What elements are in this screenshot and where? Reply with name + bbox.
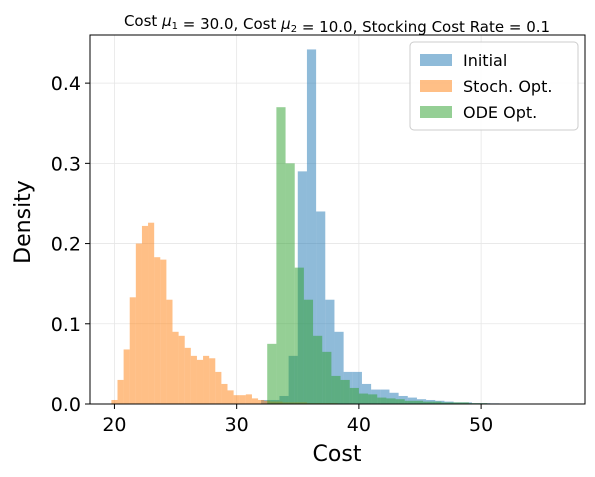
histogram-bar (203, 355, 210, 404)
histogram-bar (245, 394, 252, 404)
y-tick-label: 0.4 (51, 73, 81, 95)
histogram-bar (432, 401, 442, 404)
axes-frame (89, 34, 586, 405)
histogram-bar (178, 335, 185, 404)
y-tick-label: 0.0 (51, 394, 81, 416)
histogram-bar (190, 355, 197, 404)
histogram-bar (209, 358, 216, 404)
y-tick-label: 0.1 (51, 314, 81, 336)
histogram-bar (441, 402, 451, 404)
histogram-bar (386, 398, 396, 404)
y-tick-label: 0.2 (51, 234, 81, 256)
histogram-bar (215, 371, 222, 404)
legend-label: Initial (463, 51, 507, 70)
histogram-bar (251, 398, 259, 404)
legend-swatch (420, 106, 452, 118)
legend-label: Stoch. Opt. (463, 77, 552, 96)
y-axis-label: Density (11, 180, 36, 264)
histogram-bar (306, 49, 317, 405)
histogram-bar (129, 297, 136, 404)
series-stoch-opt- (111, 222, 338, 404)
histogram-bar (389, 392, 399, 404)
histogram-bar (380, 389, 390, 404)
chart-title: Cost μ1 = 30.0, Cost μ2 = 10.0, Stocking… (124, 12, 550, 36)
legend-label: ODE Opt. (463, 103, 537, 122)
histogram-bar (276, 107, 286, 405)
y-tick-label: 0.3 (51, 153, 81, 175)
histogram-bar (233, 395, 240, 404)
histogram-bar (313, 335, 323, 404)
histogram-bar (368, 394, 378, 404)
histogram-bar (267, 343, 277, 404)
histogram-bar (258, 399, 265, 404)
x-axis-label: Cost (313, 442, 362, 467)
histogram-bar (148, 222, 155, 404)
legend: Initial Stoch. Opt. ODE Opt. (409, 41, 579, 131)
histogram-bar (221, 383, 228, 404)
histogram-bar (184, 347, 191, 404)
histogram-bar (123, 349, 130, 404)
histogram-bar (404, 400, 414, 404)
series-ode-opt- (267, 107, 488, 405)
histogram-bar (196, 359, 204, 404)
histogram-bar (322, 351, 332, 404)
histogram-bar (450, 402, 460, 404)
histogram-bar (166, 299, 173, 404)
legend-swatch (420, 80, 452, 92)
histogram-bar (316, 211, 326, 404)
histogram-bar (331, 375, 341, 404)
histogram-bar (423, 401, 433, 404)
histogram-bar (340, 379, 350, 404)
histogram-bar (303, 299, 314, 404)
histogram-bar (172, 331, 179, 404)
x-tick-label: 20 (102, 414, 126, 436)
histogram-bar (141, 225, 149, 404)
histogram-bars (111, 49, 573, 405)
histogram-bar (135, 243, 142, 404)
x-tick-label: 30 (225, 414, 249, 436)
histogram-bar (154, 257, 161, 404)
histogram-bar (117, 379, 124, 404)
histogram-bar (349, 387, 359, 404)
histogram-bar (459, 402, 469, 404)
histogram-bar (413, 400, 424, 404)
histogram-bar (395, 399, 405, 404)
histogram-bar (377, 397, 387, 404)
histogram-bar (294, 267, 304, 404)
histogram-bar (239, 395, 246, 404)
histogram-bar (285, 163, 295, 404)
histogram-bar (358, 393, 369, 404)
ticks: 20 30 40 50 0.0 0.1 0.2 0.3 0.4 (51, 73, 493, 436)
x-tick-label: 40 (347, 414, 371, 436)
plot-frame (89, 34, 586, 405)
legend-swatch (420, 54, 452, 66)
histogram-bar (111, 399, 118, 404)
histogram-bar (160, 259, 167, 404)
x-tick-label: 50 (469, 414, 493, 436)
histogram-bar (227, 390, 234, 404)
histogram-bar (334, 331, 344, 404)
